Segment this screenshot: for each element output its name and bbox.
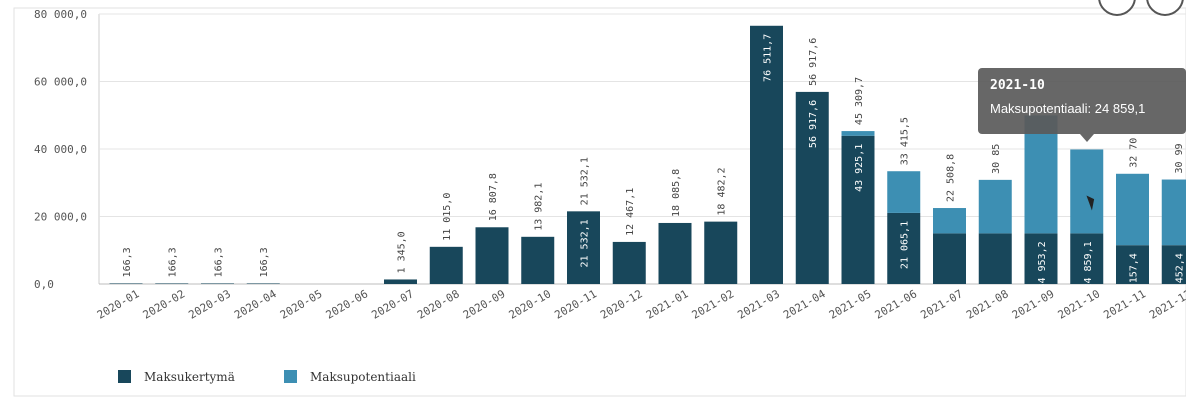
bar-maksukertyma[interactable]	[1116, 245, 1149, 284]
bar-top-label: 56 917,6	[808, 38, 819, 86]
bar-maksupotentiaali[interactable]	[1116, 173, 1149, 246]
x-tick-label: 2020-01	[95, 287, 142, 321]
bar-top-label: 16 807,8	[488, 173, 499, 221]
x-tick-label: 2020-11	[552, 287, 599, 321]
y-tick-label: 80 000,0	[34, 8, 87, 21]
bar-top-label: 30 99	[1174, 143, 1185, 173]
bar-maksukertyma[interactable]	[155, 283, 189, 284]
bar-inner-label: 76 511,7	[763, 34, 774, 82]
chart-tooltip: 2021-10 Maksupotentiaali: 24 859,1	[978, 68, 1186, 134]
x-tick-label: 2020-08	[415, 287, 462, 321]
tooltip-arrow	[1080, 134, 1094, 142]
y-tick-label: 20 000,0	[34, 211, 87, 224]
bar-maksukertyma[interactable]	[567, 211, 600, 284]
bar-maksukertyma[interactable]	[612, 241, 646, 284]
x-tick-label: 2020-12	[598, 287, 645, 321]
bar-maksupotentiaali[interactable]	[1024, 115, 1058, 234]
x-tick-label: 2020-06	[324, 287, 371, 321]
bar-maksukertyma[interactable]	[109, 283, 143, 284]
bar-inner-label: 43 925,1	[854, 144, 865, 192]
legend-label-maksupotentiaali: Maksupotentiaali	[310, 370, 416, 384]
legend-label-maksukertyma: Maksukertymä	[144, 370, 235, 384]
bar-top-label: 21 532,1	[580, 157, 591, 205]
bar-top-label: 33 415,5	[900, 117, 911, 165]
y-tick-label: 0,0	[34, 278, 54, 291]
x-tick-label: 2021-04	[781, 287, 828, 322]
bar-maksukertyma[interactable]	[933, 233, 966, 284]
bar-maksukertyma[interactable]	[750, 25, 783, 285]
bar-maksukertyma[interactable]	[704, 221, 738, 284]
bar-inner-label: 24 859,1	[1083, 241, 1094, 289]
bar-top-label: 22 508,8	[946, 154, 957, 202]
bar-inner-label: 21 157,4	[1129, 253, 1140, 301]
bar-inner-label: 34 953,2	[1037, 241, 1048, 289]
bar-maksupotentiaali[interactable]	[1161, 179, 1186, 246]
bar-maksupotentiaali[interactable]	[978, 179, 1012, 234]
bar-top-label: 18 482,2	[717, 167, 728, 215]
x-tick-label: 2021-01	[644, 287, 691, 321]
bar-maksupotentiaali[interactable]	[933, 208, 966, 234]
tooltip-text: Maksupotentiaali: 24 859,1	[990, 101, 1146, 116]
bar-top-label: 166,3	[122, 247, 133, 277]
x-tick-label: 2020-10	[507, 287, 554, 321]
bar-maksukertyma[interactable]	[475, 227, 509, 284]
x-tick-label: 2021-06	[873, 287, 920, 321]
bar-maksupotentiaali[interactable]	[887, 171, 921, 213]
x-tick-label: 2020-04	[232, 287, 279, 322]
x-tick-label: 2021-11	[1101, 287, 1148, 321]
x-tick-label: 2020-02	[141, 287, 188, 321]
bar-inner-label: 19 452,4	[1174, 253, 1185, 301]
bar-inner-label: 21 065,1	[900, 221, 911, 269]
x-tick-label: 2021-08	[964, 287, 1011, 321]
bar-top-label: 12 467,1	[625, 188, 636, 236]
bar-top-label: 32 70	[1129, 138, 1140, 168]
x-tick-label: 2021-05	[827, 287, 874, 321]
bar-top-label: 166,3	[214, 247, 225, 277]
bar-maksukertyma[interactable]	[841, 135, 875, 284]
bar-maksukertyma[interactable]	[246, 283, 280, 284]
bar-maksukertyma[interactable]	[658, 222, 692, 284]
x-tick-label: 2021-07	[918, 287, 965, 321]
y-tick-label: 60 000,0	[34, 76, 87, 89]
legend-swatch-maksupotentiaali	[284, 370, 297, 383]
bar-maksupotentiaali[interactable]	[841, 131, 875, 136]
bar-maksukertyma[interactable]	[429, 246, 463, 284]
bar-top-label: 18 085,8	[671, 169, 682, 217]
x-tick-label: 2020-05	[278, 287, 325, 321]
bar-top-label: 166,3	[168, 247, 179, 277]
x-tick-label: 2021-02	[690, 287, 737, 321]
bar-maksukertyma[interactable]	[795, 91, 829, 284]
x-tick-label: 2021-12	[1147, 287, 1186, 321]
x-tick-label: 2020-07	[369, 287, 416, 321]
bar-top-label: 11 015,0	[442, 193, 453, 241]
bar-inner-label: 21 532,1	[580, 219, 591, 267]
bar-top-label: 13 982,1	[534, 183, 545, 231]
bar-maksukertyma[interactable]	[887, 212, 921, 284]
x-tick-label: 2021-09	[1010, 287, 1057, 321]
x-tick-label: 2021-10	[1056, 287, 1103, 321]
bar-maksukertyma[interactable]	[521, 236, 555, 284]
bar-maksukertyma[interactable]	[1161, 245, 1186, 284]
bar-maksukertyma[interactable]	[978, 233, 1012, 284]
bar-maksukertyma[interactable]	[201, 283, 234, 284]
x-tick-label: 2021-03	[735, 287, 782, 321]
y-tick-label: 40 000,0	[34, 143, 87, 156]
x-tick-label: 2020-09	[461, 287, 508, 321]
bar-top-label: 1 345,0	[397, 231, 408, 273]
bar-maksukertyma[interactable]	[384, 279, 417, 284]
tooltip-title: 2021-10	[990, 78, 1045, 93]
chart-border	[13, 7, 1186, 397]
x-tick-label: 2020-03	[186, 287, 233, 321]
legend-swatch-maksukertyma	[118, 370, 131, 383]
bar-maksukertyma[interactable]	[1024, 233, 1058, 284]
bar-top-label: 166,3	[259, 247, 270, 277]
bar-top-label: 30 85	[991, 144, 1002, 174]
bar-top-label: 45 309,7	[854, 77, 865, 125]
bar-inner-label: 56 917,6	[808, 100, 819, 148]
bar-maksukertyma[interactable]	[1070, 233, 1104, 284]
bar-maksupotentiaali[interactable]	[1070, 149, 1104, 234]
